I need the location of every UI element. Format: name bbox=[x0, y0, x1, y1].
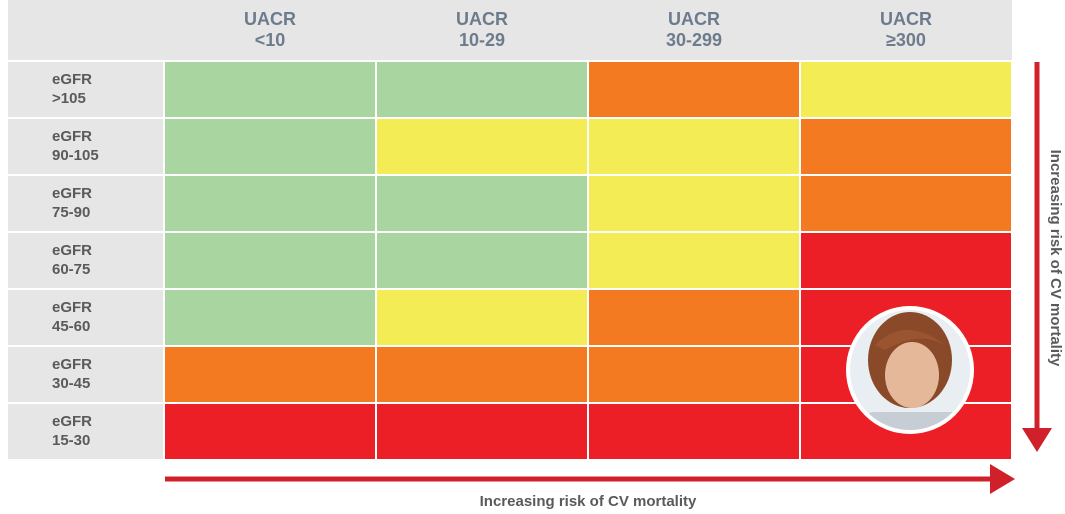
risk-cell bbox=[165, 290, 375, 345]
row-label: 45-60 bbox=[52, 318, 90, 335]
column-header: UACR bbox=[668, 9, 720, 29]
row-label: eGFR bbox=[52, 299, 92, 316]
column-header: UACR bbox=[456, 9, 508, 29]
column-header: UACR bbox=[244, 9, 296, 29]
column-header: UACR bbox=[880, 9, 932, 29]
right-arrow-head bbox=[1022, 428, 1052, 452]
row-label: 60-75 bbox=[52, 261, 90, 278]
risk-cell bbox=[589, 62, 799, 117]
bottom-label: Increasing risk of CV mortality bbox=[480, 493, 697, 510]
column-header: 10-29 bbox=[459, 30, 505, 50]
risk-cell bbox=[589, 233, 799, 288]
risk-cell bbox=[165, 404, 375, 459]
risk-cell bbox=[165, 233, 375, 288]
risk-cell bbox=[377, 347, 587, 402]
row-label: 75-90 bbox=[52, 204, 90, 221]
column-header: ≥300 bbox=[886, 30, 926, 50]
risk-cell bbox=[801, 119, 1011, 174]
bottom-arrow-head bbox=[990, 464, 1015, 494]
row-label: eGFR bbox=[52, 242, 92, 259]
risk-cell bbox=[589, 290, 799, 345]
risk-cell bbox=[801, 176, 1011, 231]
row-label: eGFR bbox=[52, 128, 92, 145]
risk-cell bbox=[165, 119, 375, 174]
row-label: eGFR bbox=[52, 185, 92, 202]
risk-cell bbox=[377, 62, 587, 117]
risk-grid: Increasing risk of CV mortality Increasi… bbox=[0, 0, 1065, 514]
risk-cell bbox=[377, 404, 587, 459]
risk-cell bbox=[801, 233, 1011, 288]
risk-cell bbox=[377, 233, 587, 288]
row-label: eGFR bbox=[52, 356, 92, 373]
column-header: 30-299 bbox=[666, 30, 722, 50]
risk-cell bbox=[589, 347, 799, 402]
portrait-face bbox=[885, 342, 939, 408]
row-label: eGFR bbox=[52, 71, 92, 88]
risk-cell bbox=[589, 404, 799, 459]
risk-cell bbox=[589, 176, 799, 231]
row-label: 30-45 bbox=[52, 375, 90, 392]
risk-cell bbox=[165, 62, 375, 117]
right-label: Increasing risk of CV mortality bbox=[1047, 150, 1064, 367]
risk-cell bbox=[165, 176, 375, 231]
risk-cell bbox=[801, 62, 1011, 117]
risk-cell bbox=[165, 347, 375, 402]
risk-cell bbox=[377, 290, 587, 345]
row-label: 15-30 bbox=[52, 432, 90, 449]
risk-cell bbox=[589, 119, 799, 174]
risk-cell bbox=[377, 176, 587, 231]
column-header: <10 bbox=[255, 30, 286, 50]
header-band bbox=[8, 0, 1012, 60]
row-label: >105 bbox=[52, 90, 86, 107]
row-label: eGFR bbox=[52, 413, 92, 430]
row-label: 90-105 bbox=[52, 147, 99, 164]
risk-cell bbox=[377, 119, 587, 174]
